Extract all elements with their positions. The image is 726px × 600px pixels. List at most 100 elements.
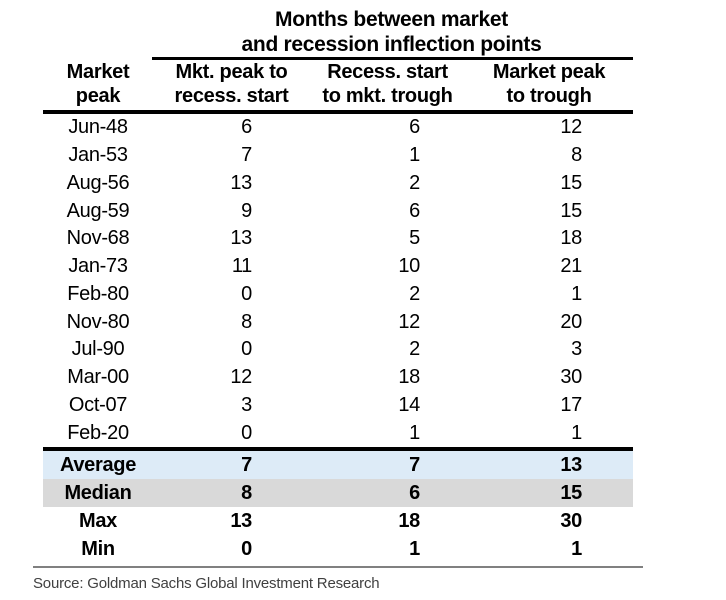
table-row: Feb-20 0 1 1: [43, 419, 633, 447]
header-peak-to-recess-line2: recess. start: [174, 85, 289, 107]
peak-to-recess-cell: 7: [241, 453, 252, 476]
table-row: Jun-48 6 6 12: [43, 114, 633, 142]
market-peak-cell: Jan-53: [68, 144, 128, 167]
summary-row-min: Min 0 1 1: [43, 535, 633, 563]
recess-to-trough-cell: 12: [398, 310, 420, 333]
summary-row-average: Average 7 7 13: [43, 451, 633, 479]
table-row: Aug-56 13 2 15: [43, 170, 633, 198]
peak-to-trough-cell: 15: [560, 199, 582, 222]
summary-row-max: Max 13 18 30: [43, 507, 633, 535]
peak-to-recess-cell: 8: [241, 310, 252, 333]
table-row: Feb-80 0 2 1: [43, 281, 633, 309]
market-peak-cell: Aug-56: [66, 171, 130, 194]
peak-to-trough-cell: 15: [560, 481, 582, 504]
peak-to-trough-cell: 1: [571, 421, 582, 444]
peak-to-recess-cell: 0: [241, 338, 252, 361]
peak-to-recess-cell: 0: [241, 282, 252, 305]
source-note: Source: Goldman Sachs Global Investment …: [33, 575, 380, 592]
table-row: Jan-53 7 1 8: [43, 142, 633, 170]
header-peak-to-recess-line1: Mkt. peak to: [175, 61, 288, 83]
rule-under-title: [152, 57, 633, 60]
peak-to-trough-cell: 15: [560, 171, 582, 194]
peak-to-trough-cell: 1: [571, 537, 582, 560]
table-title-line2: and recession inflection points: [241, 33, 542, 56]
recess-to-trough-cell: 2: [409, 282, 420, 305]
market-peak-cell: Nov-80: [66, 310, 130, 333]
header-peak-to-trough-line2: to trough: [506, 85, 592, 107]
peak-to-recess-cell: 13: [230, 227, 252, 250]
market-peak-cell: Feb-20: [67, 421, 129, 444]
peak-to-trough-cell: 18: [560, 227, 582, 250]
recess-to-trough-cell: 1: [409, 537, 420, 560]
recess-to-trough-cell: 18: [398, 366, 420, 389]
recess-to-trough-cell: 5: [409, 227, 420, 250]
summary-label-cell: Min: [81, 537, 115, 560]
peak-to-recess-cell: 11: [231, 255, 252, 278]
market-peak-cell: Jul-90: [71, 338, 125, 361]
summary-label-cell: Max: [78, 509, 117, 532]
recess-to-trough-cell: 6: [409, 199, 420, 222]
peak-to-trough-cell: 12: [560, 116, 582, 139]
header-market-peak-line2: peak: [75, 85, 121, 107]
peak-to-recess-cell: 13: [230, 509, 252, 532]
summary-label-cell: Average: [59, 453, 137, 476]
recess-to-trough-cell: 6: [409, 116, 420, 139]
recess-to-trough-cell: 1: [409, 421, 420, 444]
market-peak-cell: Feb-80: [67, 282, 129, 305]
header-peak-to-recess: Mkt. peak to recess. start: [153, 60, 310, 108]
peak-to-recess-cell: 0: [241, 537, 252, 560]
peak-to-recess-cell: 3: [241, 393, 252, 416]
market-peak-cell: Aug-59: [66, 199, 130, 222]
peak-to-trough-cell: 3: [571, 338, 582, 361]
peak-to-recess-cell: 13: [230, 171, 252, 194]
market-peak-cell: Jan-73: [68, 255, 128, 278]
summary-rows: Average 7 7 13 Median 8 6 15 Max 13 18 30 Min 0 1 1: [43, 451, 633, 563]
market-peak-cell: Oct-07: [68, 393, 128, 416]
table-row: Nov-80 8 12 20: [43, 308, 633, 336]
peak-to-recess-cell: 0: [241, 421, 252, 444]
header-recess-to-trough-line2: to mkt. trough: [322, 85, 453, 107]
peak-to-recess-cell: 7: [241, 144, 252, 167]
peak-to-trough-cell: 8: [571, 144, 582, 167]
table-title-line1: Months between market: [275, 8, 508, 31]
peak-to-trough-cell: 20: [560, 310, 582, 333]
recess-to-trough-cell: 10: [398, 255, 420, 278]
peak-to-recess-cell: 8: [241, 481, 252, 504]
recess-to-trough-cell: 2: [409, 171, 420, 194]
peak-to-trough-cell: 30: [560, 366, 582, 389]
recess-to-trough-cell: 18: [398, 509, 420, 532]
peak-to-trough-cell: 17: [560, 393, 582, 416]
summary-label-cell: Median: [64, 481, 132, 504]
market-peak-cell: Jun-48: [68, 116, 128, 139]
header-market-peak-line1: Market: [66, 61, 130, 83]
peak-to-recess-cell: 6: [241, 116, 252, 139]
peak-to-trough-cell: 30: [560, 509, 582, 532]
column-header-row: Market peak Mkt. peak to recess. start R…: [43, 60, 633, 108]
header-recess-to-trough-line1: Recess. start: [327, 61, 448, 83]
rule-above-summary: [43, 447, 633, 451]
header-recess-to-trough: Recess. start to mkt. trough: [310, 60, 465, 108]
market-peak-cell: Mar-00: [67, 366, 129, 389]
table-row: Jul-90 0 2 3: [43, 336, 633, 364]
table-row: Jan-73 11 10 21: [43, 253, 633, 281]
recess-to-trough-cell: 14: [398, 393, 420, 416]
header-market-peak: Market peak: [43, 60, 153, 108]
rule-under-header: [43, 110, 633, 114]
peak-to-recess-cell: 9: [241, 199, 252, 222]
table-row: Nov-68 13 5 18: [43, 225, 633, 253]
peak-to-trough-cell: 13: [560, 453, 582, 476]
table-row: Aug-59 9 6 15: [43, 197, 633, 225]
peak-to-recess-cell: 12: [230, 366, 252, 389]
peak-to-trough-cell: 21: [560, 255, 582, 278]
header-peak-to-trough: Market peak to trough: [465, 60, 633, 108]
data-rows: Jun-48 6 6 12 Jan-53 7 1 8 Aug-56 13 2 15 Aug-59 9 6 15…: [43, 114, 633, 447]
peak-to-trough-cell: 1: [571, 282, 582, 305]
table-title: Months between market and recession infl…: [150, 7, 633, 57]
market-peak-cell: Nov-68: [66, 227, 130, 250]
recess-to-trough-cell: 1: [409, 144, 420, 167]
header-peak-to-trough-line1: Market peak: [492, 61, 606, 83]
recess-to-trough-cell: 7: [409, 453, 420, 476]
summary-row-median: Median 8 6 15: [43, 479, 633, 507]
recess-to-trough-cell: 2: [409, 338, 420, 361]
